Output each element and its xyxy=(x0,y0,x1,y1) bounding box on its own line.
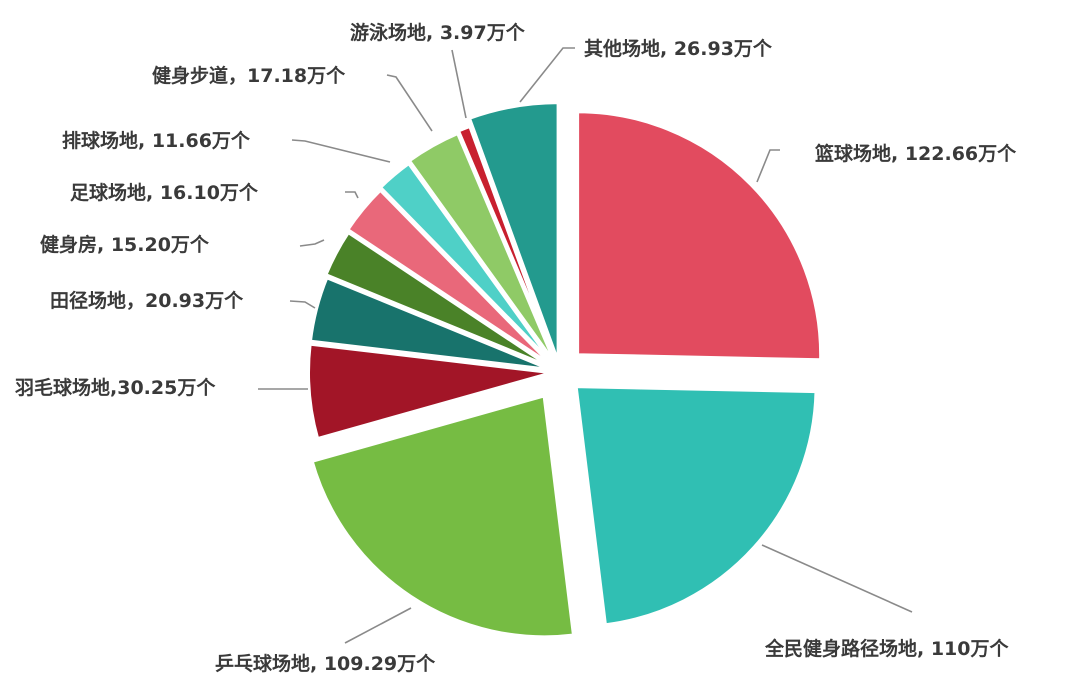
slice-label: 篮球场地, 122.66万个 xyxy=(814,142,1017,165)
slice-label: 乒乓球场地, 109.29万个 xyxy=(215,652,436,675)
slice-label: 游泳场地, 3.97万个 xyxy=(350,21,526,44)
leader-line xyxy=(345,191,359,199)
leader-line xyxy=(451,49,467,119)
pie-slice xyxy=(466,100,561,365)
leader-line xyxy=(299,239,325,247)
leader-line xyxy=(289,300,316,309)
leader-line xyxy=(761,544,913,613)
pie-slices xyxy=(306,100,824,640)
pie-slice xyxy=(309,392,577,640)
pie-slice xyxy=(575,109,824,363)
slice-label: 健身步道，17.18万个 xyxy=(152,64,346,87)
slice-label: 羽毛球场地,30.25万个 xyxy=(15,376,216,399)
leader-line xyxy=(344,607,412,644)
leader-lines xyxy=(258,47,913,644)
slice-label: 田径场地，20.93万个 xyxy=(50,289,244,312)
pie-slice xyxy=(306,341,555,442)
leader-line xyxy=(519,47,575,103)
leader-line xyxy=(291,139,391,163)
slice-label: 足球场地, 16.10万个 xyxy=(70,181,259,204)
slice-label: 其他场地, 26.93万个 xyxy=(584,37,773,60)
slice-label: 排球场地, 11.66万个 xyxy=(62,129,251,152)
slice-label: 全民健身路径场地, 110万个 xyxy=(764,637,1009,660)
leader-line xyxy=(756,149,780,183)
leader-line xyxy=(386,74,433,132)
slice-label: 健身房, 15.20万个 xyxy=(40,233,210,256)
pie-slice xyxy=(573,384,819,628)
